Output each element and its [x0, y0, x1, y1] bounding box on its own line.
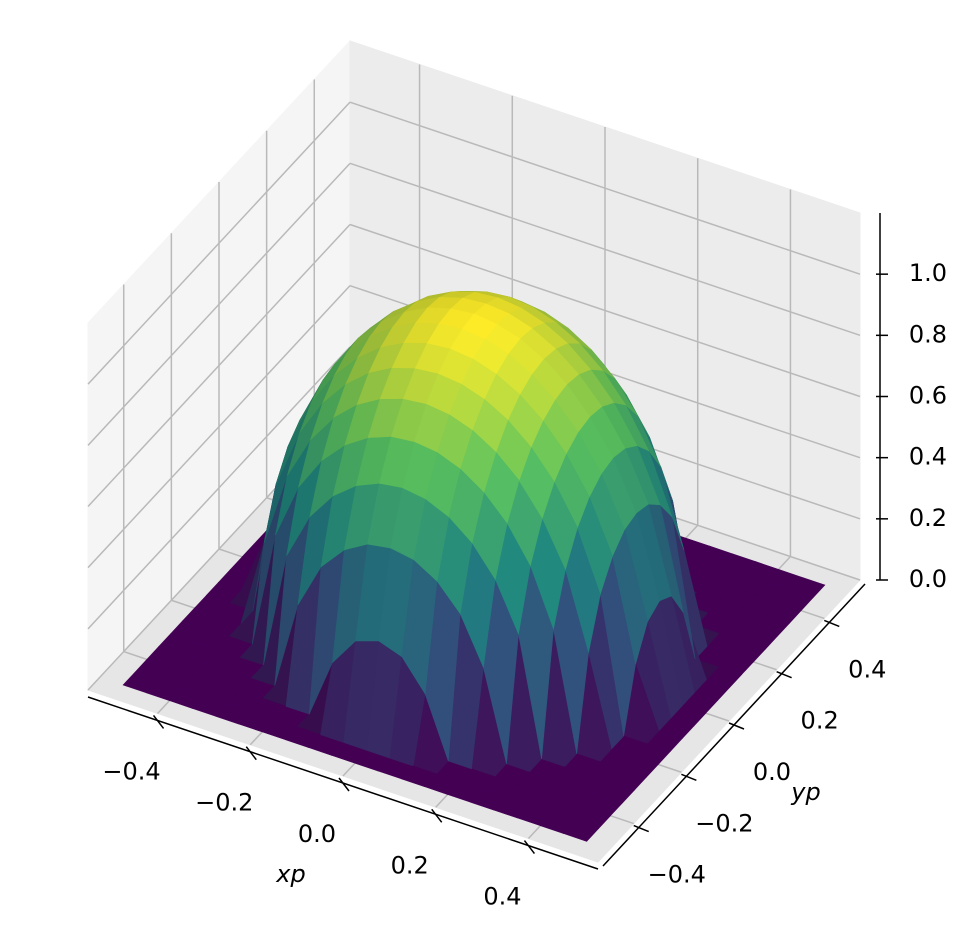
y-tick-label: 0.2	[801, 707, 839, 735]
x-tick-label: 0.0	[298, 820, 336, 848]
x-axis-label: xp	[275, 860, 305, 888]
z-tick-label: 1.0	[909, 259, 947, 287]
x-tick	[152, 714, 165, 729]
z-tick-label: 0.2	[909, 504, 947, 532]
y-tick-label: −0.4	[648, 861, 706, 889]
y-tick-label: 0.0	[753, 758, 791, 786]
grid-line	[87, 223, 351, 508]
grid-line	[349, 223, 861, 398]
x-tick	[338, 777, 350, 792]
surface-facet	[562, 820, 600, 842]
axes: −0.4−0.20.00.20.4−0.4−0.20.00.20.40.00.2…	[87, 213, 947, 911]
x-tick	[245, 746, 257, 761]
surface-facet	[460, 430, 497, 493]
x-tick-label: −0.2	[195, 789, 253, 817]
grid-line	[87, 285, 351, 569]
grid-line	[87, 346, 351, 630]
grid-line	[349, 101, 861, 275]
y-tick	[633, 824, 650, 833]
y-tick	[728, 722, 745, 730]
x-tick-label: 0.2	[391, 851, 429, 879]
x-tick	[523, 840, 536, 855]
grid-line	[87, 162, 351, 446]
y-tick-label: −0.2	[695, 809, 753, 837]
z-tick-label: 0.8	[909, 320, 947, 348]
y-tick-label: 0.4	[848, 655, 886, 683]
y-axis-label: yp	[790, 778, 820, 806]
y-tick	[776, 671, 792, 679]
surface	[122, 290, 826, 842]
y-tick	[681, 773, 697, 781]
x-tick-label: 0.4	[483, 883, 521, 911]
z-tick-label: 0.6	[909, 382, 947, 410]
x-tick	[431, 808, 443, 823]
y-tick	[823, 619, 840, 628]
z-tick-label: 0.0	[909, 565, 947, 593]
grid-line	[87, 101, 351, 385]
grid-line	[349, 162, 861, 337]
x-tick-label: −0.4	[102, 757, 160, 785]
z-tick-label: 0.4	[909, 443, 947, 471]
